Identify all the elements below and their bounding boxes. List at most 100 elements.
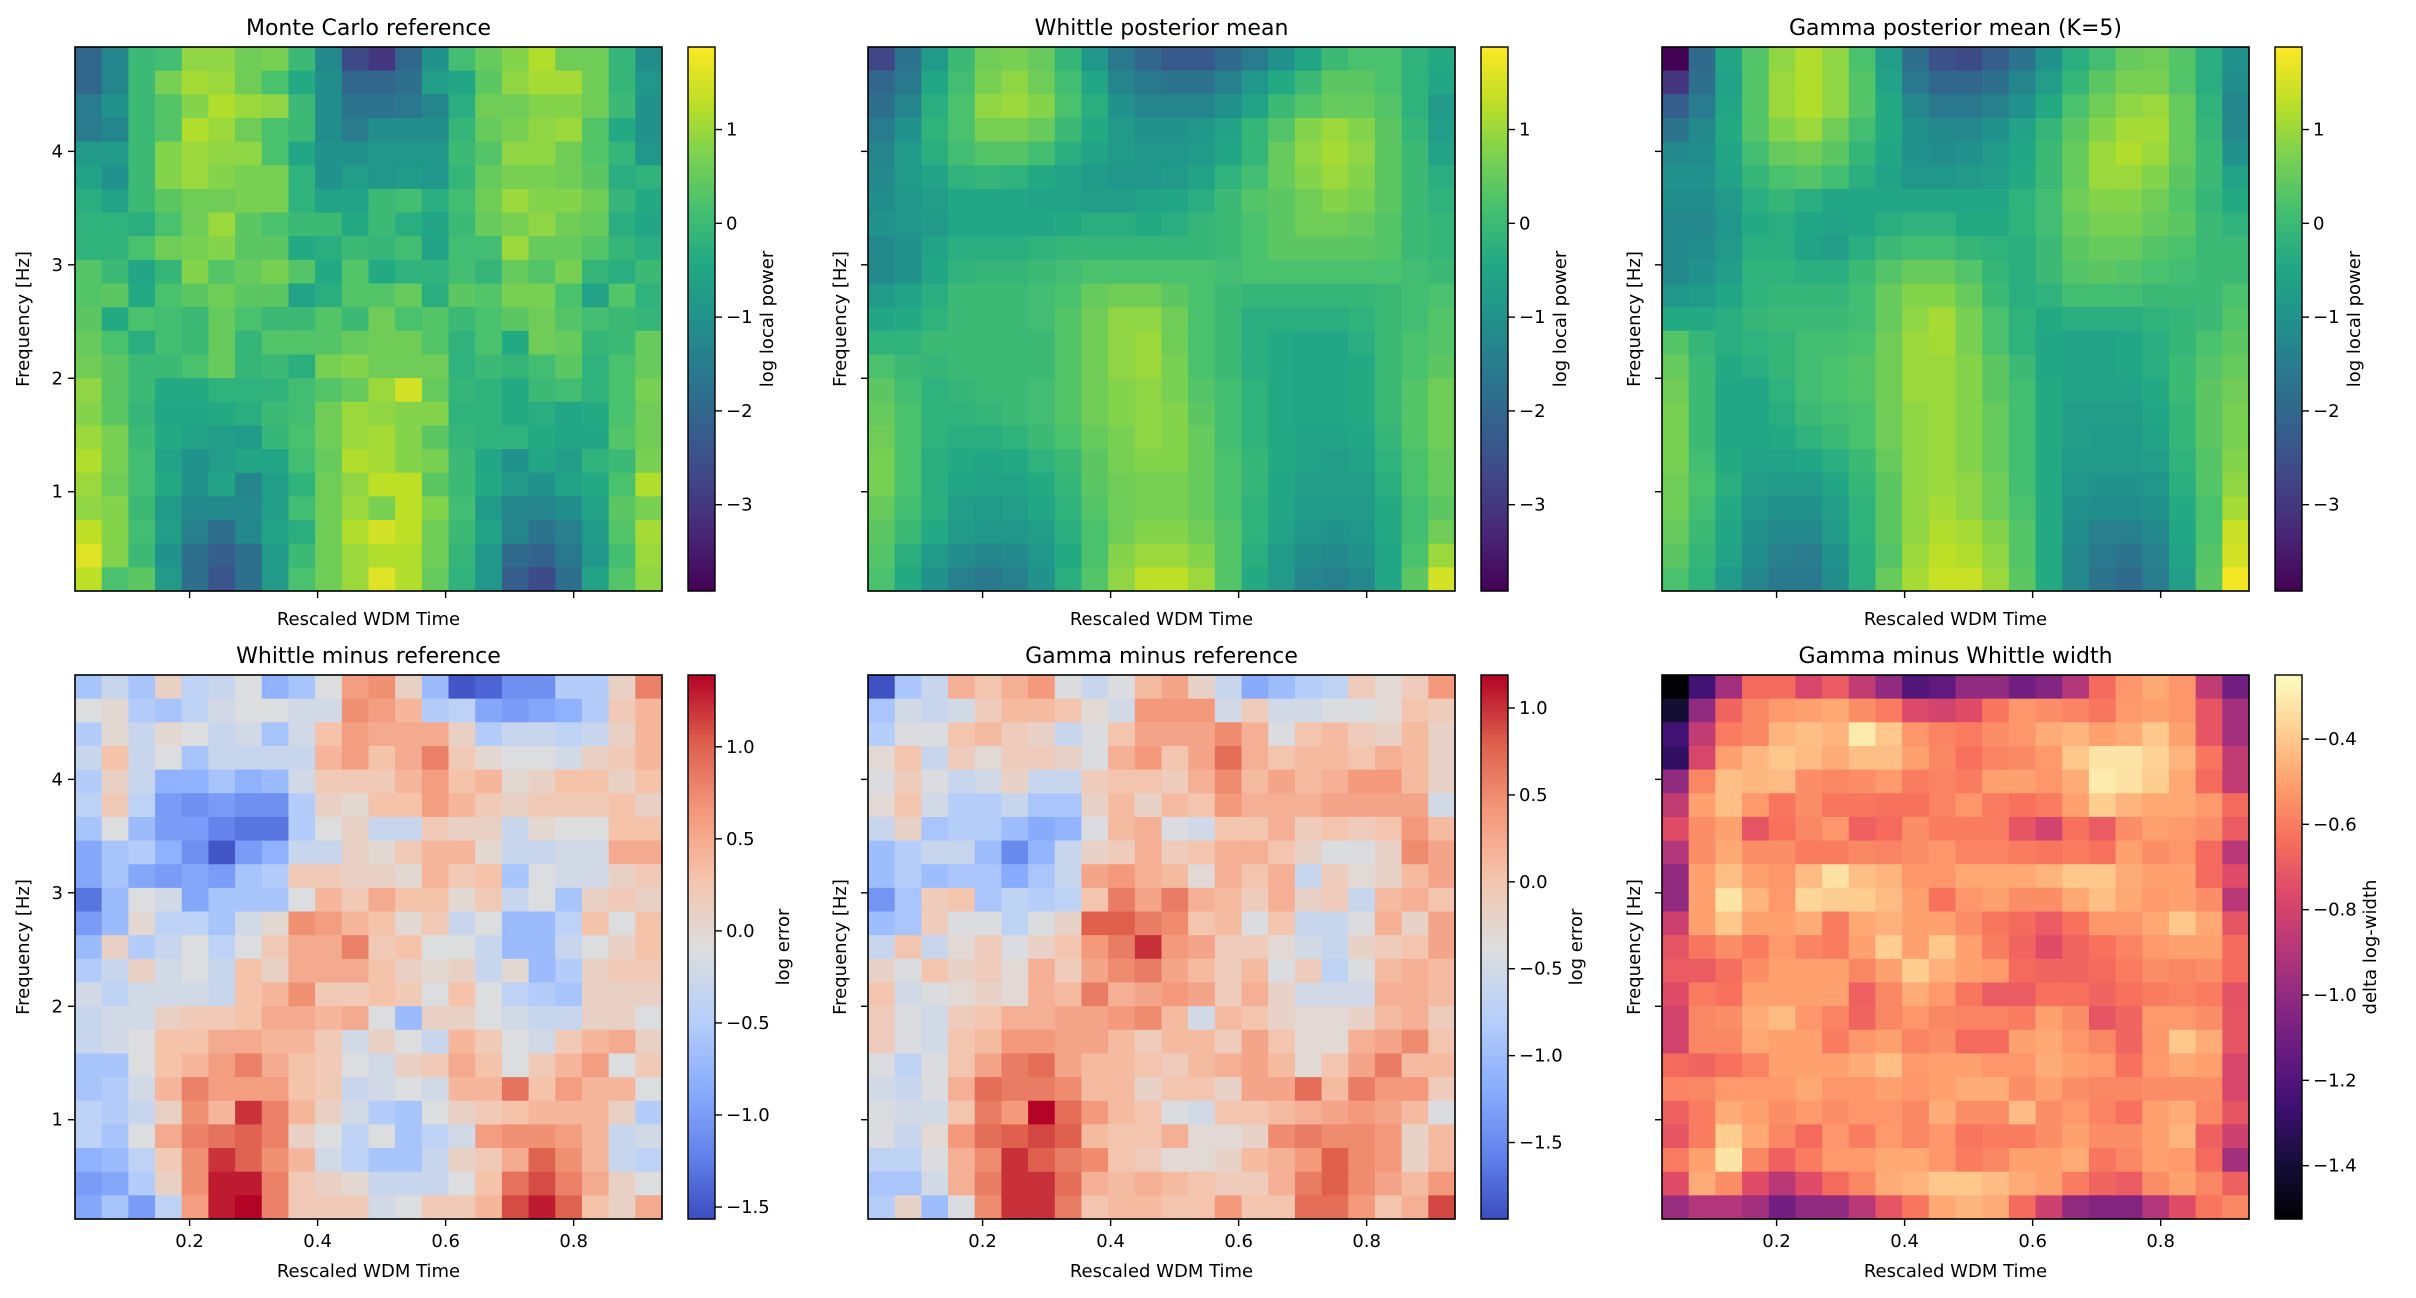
heatmap-cell bbox=[1001, 354, 1029, 379]
colorbar-segment bbox=[688, 1205, 715, 1211]
heatmap-cell bbox=[1742, 401, 1770, 427]
heatmap-cell bbox=[1928, 401, 1957, 427]
heatmap-cell bbox=[948, 94, 976, 119]
heatmap-cell bbox=[75, 745, 103, 771]
heatmap-cell bbox=[1715, 117, 1743, 143]
heatmap-cell bbox=[368, 1100, 396, 1125]
heatmap-cell bbox=[341, 236, 370, 261]
colorbar-segment bbox=[2275, 350, 2302, 356]
heatmap-cell bbox=[555, 1006, 583, 1031]
colorbar-segment bbox=[1481, 901, 1508, 907]
heatmap-cell bbox=[1902, 958, 1930, 984]
heatmap-cell bbox=[1742, 887, 1770, 913]
heatmap-cell bbox=[1822, 496, 1850, 521]
colorbar-segment bbox=[688, 684, 715, 690]
colorbar-segment bbox=[1481, 432, 1508, 438]
heatmap-cell bbox=[1982, 1148, 2010, 1173]
heatmap-cell bbox=[1348, 864, 1376, 889]
heatmap-cell bbox=[555, 496, 583, 521]
colorbar-segment bbox=[1481, 1182, 1508, 1188]
heatmap-cell bbox=[1268, 1029, 1296, 1055]
heatmap-cell bbox=[448, 378, 476, 403]
heatmap-cell bbox=[581, 816, 610, 842]
heatmap-cell bbox=[1848, 722, 1877, 747]
heatmap-cell bbox=[368, 212, 396, 237]
colorbar-segment bbox=[2275, 65, 2302, 71]
heatmap-cell bbox=[1294, 70, 1323, 95]
heatmap-cell bbox=[1688, 982, 1716, 1007]
heatmap-cell bbox=[235, 1124, 263, 1149]
heatmap-cell bbox=[1688, 935, 1716, 960]
colorbar-segment bbox=[2275, 1164, 2302, 1170]
colorbar-segment bbox=[1481, 869, 1508, 876]
heatmap-cell bbox=[261, 911, 290, 936]
heatmap-cell bbox=[2088, 698, 2117, 723]
heatmap-cell bbox=[921, 188, 949, 214]
heatmap-cell bbox=[1428, 496, 1456, 521]
heatmap-cell bbox=[555, 165, 583, 190]
heatmap-cell bbox=[1428, 935, 1456, 960]
heatmap-cell bbox=[208, 1053, 236, 1078]
heatmap-cell bbox=[1902, 567, 1930, 592]
heatmap-cell bbox=[155, 283, 183, 308]
heatmap-cell bbox=[1001, 141, 1029, 166]
heatmap-cell bbox=[1715, 698, 1743, 723]
heatmap-cell bbox=[2115, 354, 2143, 379]
colorbar-segment bbox=[688, 423, 715, 429]
colorbar-segment bbox=[688, 1024, 715, 1030]
colorbar-segment bbox=[1481, 459, 1508, 465]
heatmap-cell bbox=[608, 1006, 636, 1031]
heatmap-cell bbox=[2035, 1053, 2063, 1078]
heatmap-cell bbox=[555, 793, 583, 818]
heatmap-cell bbox=[1241, 520, 1269, 545]
colorbar-segment bbox=[2275, 1051, 2302, 1057]
heatmap-cell bbox=[894, 141, 922, 166]
colorbar-segment bbox=[1481, 146, 1508, 152]
heatmap-cell bbox=[1108, 982, 1136, 1007]
colorbar-segment bbox=[1481, 532, 1508, 538]
heatmap-cell bbox=[1321, 70, 1349, 95]
heatmap-cell bbox=[1161, 698, 1189, 723]
heatmap-cell bbox=[475, 816, 503, 842]
heatmap-cell bbox=[1982, 188, 2010, 214]
colorbar-segment bbox=[1481, 797, 1508, 803]
heatmap-cell bbox=[1188, 1100, 1216, 1125]
heatmap-cell bbox=[448, 141, 476, 166]
heatmap-cell bbox=[555, 1124, 583, 1149]
heatmap-cell bbox=[1955, 283, 1983, 308]
heatmap-cell bbox=[2195, 864, 2223, 889]
heatmap-cell bbox=[475, 769, 503, 794]
heatmap-cell bbox=[1321, 94, 1349, 119]
heatmap-cell bbox=[1902, 378, 1930, 403]
colorbar-segment bbox=[688, 56, 715, 62]
heatmap-cell bbox=[1134, 722, 1163, 747]
heatmap-cell bbox=[974, 1195, 1003, 1220]
heatmap-cell bbox=[948, 496, 976, 521]
heatmap-cell bbox=[1214, 117, 1243, 143]
heatmap-cell bbox=[1081, 887, 1109, 913]
heatmap-cell bbox=[475, 94, 503, 119]
heatmap-cell bbox=[608, 816, 636, 842]
heatmap-cell bbox=[1348, 425, 1376, 450]
heatmap-cell bbox=[101, 47, 129, 72]
heatmap-cell bbox=[1795, 425, 1823, 450]
heatmap-cell bbox=[1081, 1195, 1109, 1220]
colorbar-tick-label: 1.0 bbox=[1519, 698, 1548, 719]
heatmap-cell bbox=[181, 887, 210, 913]
heatmap-cell bbox=[208, 982, 236, 1007]
colorbar-segment bbox=[2275, 468, 2302, 474]
colorbar-segment bbox=[1481, 332, 1508, 338]
heatmap-cell bbox=[1742, 1006, 1770, 1031]
colorbar-segment bbox=[1481, 1087, 1508, 1093]
heatmap-cell bbox=[341, 1077, 370, 1102]
heatmap-cell bbox=[948, 165, 976, 190]
heatmap-cell bbox=[1428, 769, 1456, 794]
heatmap-cell bbox=[868, 1171, 896, 1196]
colorbar-segment bbox=[1481, 477, 1508, 483]
heatmap-cell bbox=[1321, 141, 1349, 166]
heatmap-cell bbox=[208, 496, 236, 521]
colorbar-segment bbox=[688, 468, 715, 474]
heatmap-cell bbox=[341, 165, 370, 190]
heatmap-cell bbox=[155, 793, 183, 818]
heatmap-cell bbox=[1054, 212, 1083, 237]
